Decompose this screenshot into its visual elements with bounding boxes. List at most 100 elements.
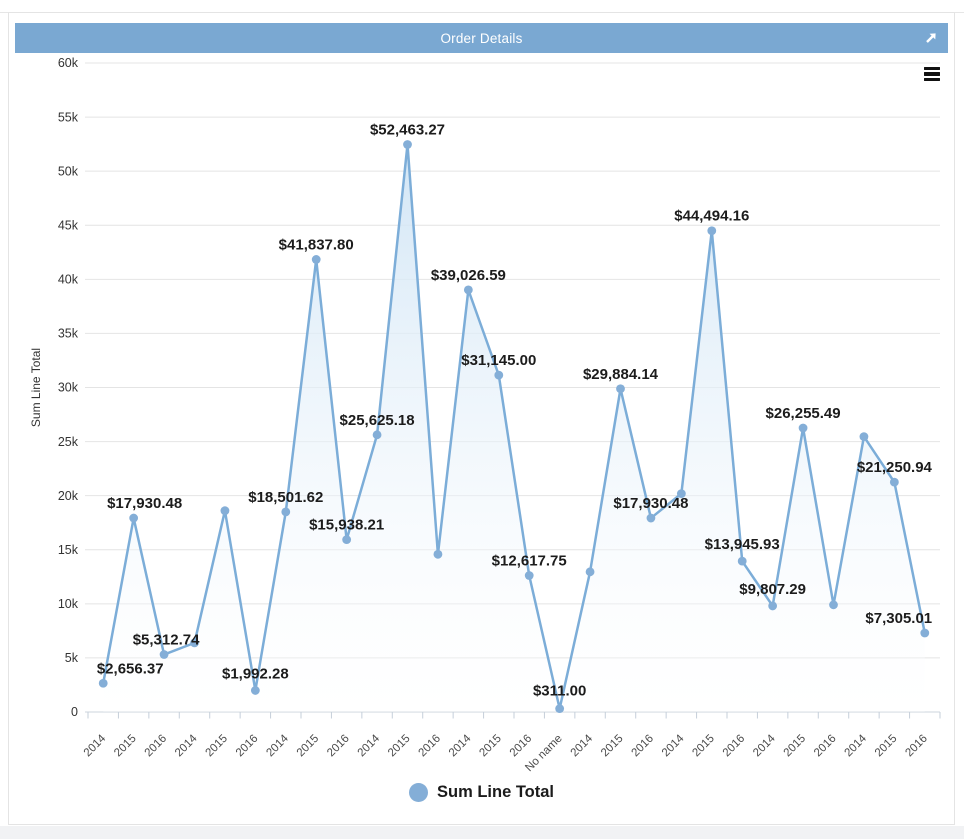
arrow-up-right-icon — [926, 33, 936, 43]
x-axis-category-label: 2014 — [356, 732, 383, 759]
data-point[interactable] — [524, 571, 534, 580]
data-point[interactable] — [555, 704, 565, 714]
hamburger-menu-icon — [924, 72, 940, 76]
data-point[interactable] — [250, 686, 260, 695]
data-point-label: $311.00 — [533, 683, 586, 700]
data-point-label: $1,992.28 — [222, 665, 289, 682]
y-axis-tick-label: 15k — [58, 543, 79, 557]
data-point[interactable] — [433, 549, 443, 559]
widget-title: Order Details — [440, 30, 523, 46]
data-point[interactable] — [920, 628, 930, 638]
data-point[interactable] — [342, 535, 352, 545]
x-axis-category-label: 2015 — [112, 733, 139, 760]
data-point-label: $7,305.01 — [865, 610, 932, 627]
data-point-label: $2,656.37 — [97, 660, 164, 677]
data-point[interactable] — [311, 255, 321, 264]
x-axis-category-label: 2014 — [264, 732, 291, 759]
data-point-label: $13,945.93 — [705, 536, 780, 553]
y-axis-tick-label: 35k — [58, 327, 79, 341]
data-point-label: $26,255.49 — [766, 405, 841, 422]
x-axis-category-label: 2016 — [903, 733, 930, 760]
x-axis-category-label: 2015 — [782, 733, 809, 760]
page-background-strip — [0, 826, 964, 839]
data-point[interactable] — [768, 601, 778, 611]
legend-label: Sum Line Total — [436, 783, 555, 801]
x-axis-category-label: 2016 — [143, 733, 170, 760]
x-axis-category-label: 2016 — [508, 733, 535, 760]
data-point-label: $25,625.18 — [340, 412, 415, 429]
x-axis-category-label: 2016 — [416, 733, 443, 760]
data-point[interactable] — [129, 513, 139, 523]
x-axis-category-label: 2015 — [690, 733, 717, 760]
data-point[interactable] — [889, 477, 899, 487]
x-axis-category-label: 2014 — [569, 732, 596, 759]
data-point[interactable] — [281, 507, 291, 517]
y-axis-tick-label: 60k — [58, 56, 79, 70]
data-point-label: $18,501.62 — [248, 489, 323, 506]
y-axis-tick-label: 0 — [71, 705, 78, 719]
x-axis-category-label: 2014 — [751, 732, 778, 759]
x-axis-category-label: 2015 — [873, 733, 900, 760]
series-line — [101, 143, 927, 710]
x-axis-category-label: 2014 — [660, 732, 687, 759]
data-point[interactable] — [859, 432, 869, 442]
y-axis-tick-label: 40k — [58, 273, 79, 287]
x-axis-category-label: 2016 — [629, 733, 656, 760]
data-point-label: $39,026.59 — [431, 267, 506, 284]
x-axis-category-label: 2016 — [812, 733, 839, 760]
x-axis-category-label: 2015 — [295, 733, 322, 760]
x-axis-category-label: 2015 — [599, 733, 626, 760]
data-point-label: $5,312.74 — [133, 632, 200, 649]
data-point[interactable] — [676, 489, 686, 499]
data-point-label: $41,837.80 — [279, 236, 354, 253]
x-axis-category-label: 2016 — [721, 733, 748, 760]
data-point[interactable] — [220, 506, 230, 516]
x-axis-category-label: 2015 — [386, 733, 413, 760]
data-point[interactable] — [585, 567, 595, 577]
data-point-label: $17,930.48 — [613, 495, 688, 512]
data-point-label: $44,494.16 — [674, 208, 749, 225]
x-axis-category-label: 2015 — [477, 733, 504, 760]
data-point-label: $52,463.27 — [370, 122, 445, 139]
data-point-label: $17,930.48 — [107, 495, 182, 512]
x-axis-category-label: 2016 — [325, 733, 352, 760]
y-axis-tick-label: 55k — [58, 110, 79, 124]
data-point[interactable] — [372, 430, 382, 440]
data-point[interactable] — [190, 638, 199, 648]
x-axis-category-label: 2016 — [234, 733, 261, 760]
hamburger-menu-icon — [924, 67, 940, 71]
data-point[interactable] — [798, 423, 808, 433]
chart-menu-button[interactable] — [924, 67, 940, 81]
data-point[interactable] — [494, 370, 504, 380]
y-axis-tick-label: 30k — [58, 381, 79, 395]
data-point[interactable] — [646, 513, 656, 523]
y-axis-title: Sum Line Total — [29, 348, 43, 427]
data-point[interactable] — [463, 285, 473, 295]
data-point-label: $15,938.21 — [309, 517, 384, 534]
data-point[interactable] — [737, 556, 747, 566]
data-point[interactable] — [616, 384, 625, 394]
y-axis-tick-label: 25k — [58, 435, 79, 449]
x-axis-category-label: 2014 — [82, 732, 109, 759]
data-point[interactable] — [829, 600, 838, 610]
y-axis-tick-label: 5k — [65, 651, 79, 665]
data-point-label: $12,617.75 — [492, 553, 567, 570]
expand-button[interactable] — [923, 30, 939, 46]
widget-title-bar: Order Details — [15, 23, 948, 53]
series-area-fill — [103, 144, 925, 713]
chart-legend[interactable]: Sum Line Total — [9, 783, 954, 802]
y-axis-tick-label: 20k — [58, 489, 79, 503]
data-point[interactable] — [98, 678, 108, 688]
x-axis-category-label: 2014 — [447, 732, 474, 759]
y-axis-tick-label: 10k — [58, 597, 79, 611]
data-point[interactable] — [159, 650, 169, 659]
hamburger-menu-icon — [924, 77, 940, 81]
legend-swatch-icon — [408, 783, 428, 802]
data-point[interactable] — [707, 226, 717, 236]
x-axis-category-label: 2015 — [203, 733, 230, 760]
data-point-label: $31,145.00 — [461, 352, 536, 369]
x-axis-category-label: 2014 — [842, 732, 869, 759]
x-axis-category-label: 2014 — [173, 732, 200, 759]
data-point[interactable] — [403, 140, 412, 149]
